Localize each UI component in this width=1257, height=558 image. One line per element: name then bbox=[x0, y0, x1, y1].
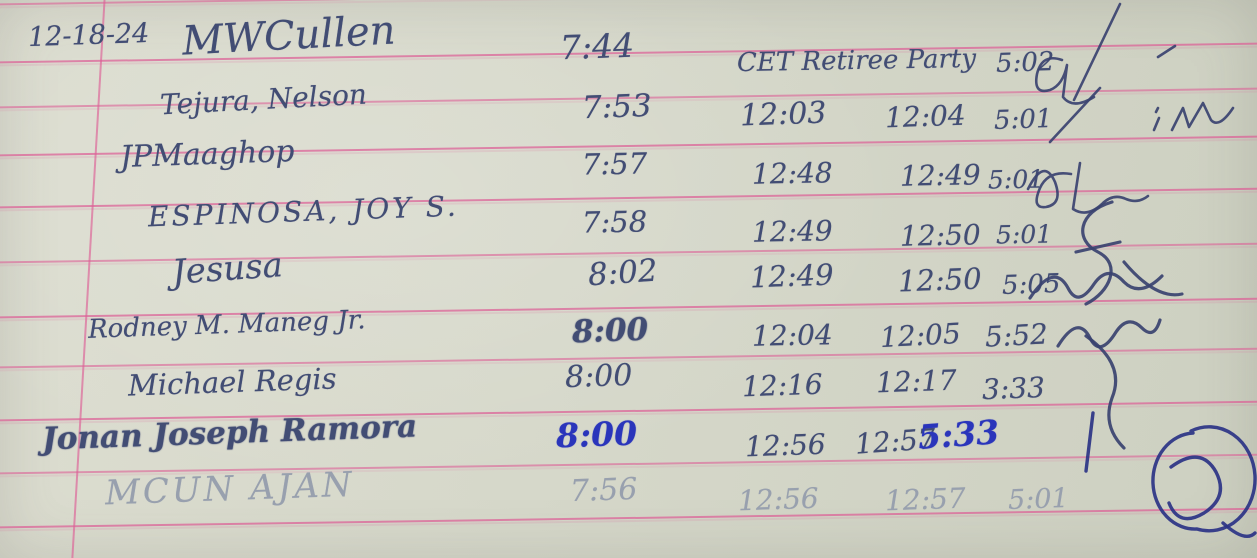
time-in-pm: 12:05 bbox=[879, 316, 962, 355]
signature-icon bbox=[1074, 200, 1122, 306]
signature-icon bbox=[1026, 161, 1150, 214]
time-out-pm: 5:01 bbox=[1007, 482, 1070, 517]
time-in-pm: 12:17 bbox=[875, 363, 958, 400]
row-name: JPMaaghop bbox=[119, 133, 296, 176]
row-name: MCUN AJAN bbox=[104, 464, 356, 514]
time-in-am: 7:44 bbox=[559, 25, 635, 68]
date: 12-18-24 bbox=[27, 17, 150, 54]
signature-icon bbox=[1152, 101, 1235, 132]
time-in-am: 8:00 bbox=[564, 357, 633, 396]
time-in-am: 7:53 bbox=[581, 87, 653, 127]
time-in-pm: 12:49 bbox=[899, 158, 981, 193]
row-name: Jesusa bbox=[170, 245, 285, 293]
time-out-noon: 12:48 bbox=[751, 156, 833, 191]
row-name: MWCullen bbox=[180, 7, 397, 65]
time-out-pm: 5:33 bbox=[916, 412, 1001, 457]
time-out-noon: 12:56 bbox=[737, 481, 820, 518]
time-in-pm: 12:57 bbox=[884, 481, 967, 518]
bracket-mark-icon bbox=[1084, 334, 1126, 450]
time-out-noon: 12:16 bbox=[741, 367, 824, 404]
time-out-noon: 12:03 bbox=[739, 95, 828, 134]
time-out-noon: 12:49 bbox=[751, 214, 833, 249]
signature-icon bbox=[1035, 2, 1177, 105]
time-in-am: 8:00 bbox=[571, 311, 649, 351]
time-in-pm: 12:50 bbox=[897, 261, 983, 299]
time-in-pm: 12:50 bbox=[899, 218, 981, 253]
time-in-am: 7:56 bbox=[569, 471, 638, 510]
time-in-am: 8:02 bbox=[586, 252, 659, 294]
time-in-am: 8:00 bbox=[555, 413, 638, 456]
time-out-pm: 5:52 bbox=[984, 317, 1049, 354]
signature-icon bbox=[1084, 411, 1257, 538]
time-in-pm: 12:04 bbox=[884, 98, 967, 135]
time-out-pm: 5:01 bbox=[995, 219, 1053, 250]
signature-icon bbox=[1056, 318, 1162, 349]
time-out-noon: 12:49 bbox=[749, 257, 835, 295]
check-mark-icon bbox=[1048, 86, 1102, 144]
note: CET Retiree Party bbox=[736, 43, 977, 79]
time-in-am: 7:58 bbox=[581, 204, 648, 240]
signature-icon bbox=[1028, 260, 1184, 300]
time-out-pm: 3:33 bbox=[981, 370, 1046, 407]
row-name: Michael Regis bbox=[127, 361, 338, 403]
time-out-noon: 12:04 bbox=[751, 318, 833, 353]
time-out-noon: 12:56 bbox=[744, 427, 827, 464]
time-in-am: 7:57 bbox=[581, 146, 648, 182]
